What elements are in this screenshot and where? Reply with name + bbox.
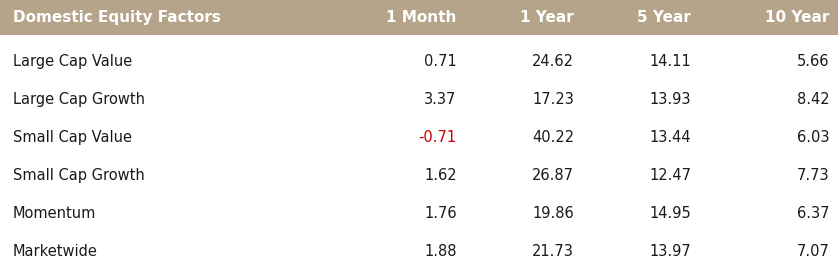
Text: 7.07: 7.07	[797, 244, 830, 259]
Bar	[0, 0, 838, 35]
Text: 7.73: 7.73	[797, 168, 830, 183]
Text: 14.95: 14.95	[649, 206, 691, 221]
Text: 1 Month: 1 Month	[386, 10, 457, 25]
Text: 13.97: 13.97	[649, 244, 691, 259]
Text: 14.11: 14.11	[649, 54, 691, 69]
Text: 1 Year: 1 Year	[520, 10, 574, 25]
Text: 6.03: 6.03	[797, 130, 830, 145]
Text: Marketwide: Marketwide	[13, 244, 97, 259]
Text: 0.71: 0.71	[424, 54, 457, 69]
Text: Large Cap Growth: Large Cap Growth	[13, 92, 145, 107]
Bar	[0, 35, 838, 262]
Text: 1.62: 1.62	[424, 168, 457, 183]
Text: 21.73: 21.73	[532, 244, 574, 259]
Text: Momentum: Momentum	[13, 206, 96, 221]
Text: Small Cap Growth: Small Cap Growth	[13, 168, 144, 183]
Text: 1.76: 1.76	[424, 206, 457, 221]
Text: Small Cap Value: Small Cap Value	[13, 130, 132, 145]
Text: 3.37: 3.37	[424, 92, 457, 107]
Text: 5 Year: 5 Year	[638, 10, 691, 25]
Text: 13.44: 13.44	[649, 130, 691, 145]
Text: 26.87: 26.87	[532, 168, 574, 183]
Text: -0.71: -0.71	[419, 130, 457, 145]
Text: 40.22: 40.22	[532, 130, 574, 145]
Text: 6.37: 6.37	[797, 206, 830, 221]
Text: 1.88: 1.88	[424, 244, 457, 259]
Text: 19.86: 19.86	[532, 206, 574, 221]
Text: Domestic Equity Factors: Domestic Equity Factors	[13, 10, 220, 25]
Text: 17.23: 17.23	[532, 92, 574, 107]
Text: 12.47: 12.47	[649, 168, 691, 183]
Text: 13.93: 13.93	[649, 92, 691, 107]
Text: 10 Year: 10 Year	[765, 10, 830, 25]
Text: 5.66: 5.66	[797, 54, 830, 69]
Text: Large Cap Value: Large Cap Value	[13, 54, 132, 69]
Text: 8.42: 8.42	[797, 92, 830, 107]
Text: 24.62: 24.62	[532, 54, 574, 69]
